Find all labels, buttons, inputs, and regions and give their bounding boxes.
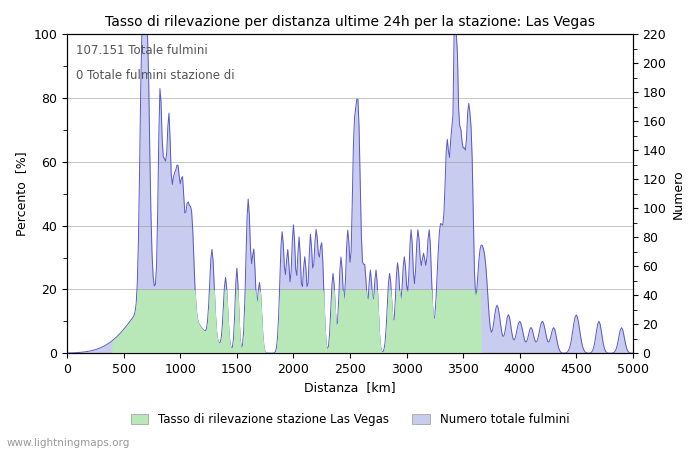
Text: www.lightningmaps.org: www.lightningmaps.org (7, 438, 130, 448)
Title: Tasso di rilevazione per distanza ultime 24h per la stazione: Las Vegas: Tasso di rilevazione per distanza ultime… (105, 15, 595, 29)
Y-axis label: Numero: Numero (672, 169, 685, 219)
X-axis label: Distanza  [km]: Distanza [km] (304, 382, 395, 395)
Legend: Tasso di rilevazione stazione Las Vegas, Numero totale fulmini: Tasso di rilevazione stazione Las Vegas,… (126, 408, 574, 431)
Text: 107.151 Totale fulmini: 107.151 Totale fulmini (76, 44, 207, 57)
Y-axis label: Percento  [%]: Percento [%] (15, 152, 28, 236)
Text: 0 Totale fulmini stazione di: 0 Totale fulmini stazione di (76, 69, 235, 82)
